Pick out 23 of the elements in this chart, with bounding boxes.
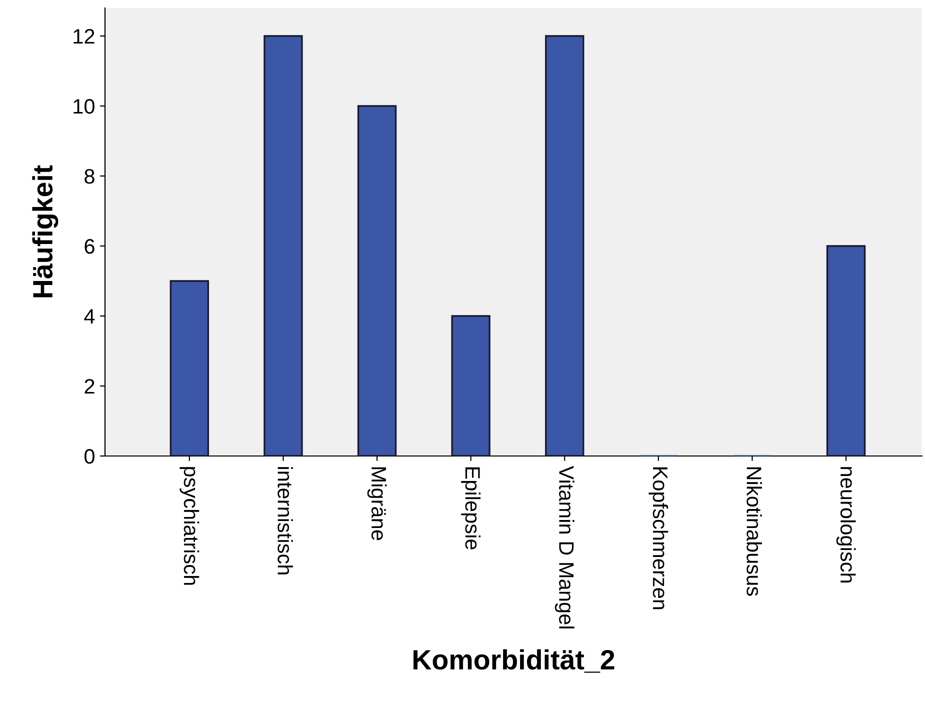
x-tick-label: neurologisch bbox=[836, 467, 856, 583]
x-tick-label: Migräne bbox=[367, 467, 387, 540]
y-tick-label: 8 bbox=[84, 169, 94, 184]
bar bbox=[264, 35, 303, 456]
bar bbox=[826, 245, 866, 456]
y-tick-label: 0 bbox=[84, 449, 94, 464]
bar bbox=[545, 35, 584, 456]
x-tick-label: Epilepsie bbox=[461, 467, 481, 550]
y-tick-label: 10 bbox=[74, 99, 94, 114]
y-axis-title: Häufigkeit bbox=[32, 165, 58, 298]
x-tick-label: Nikotinabusus bbox=[746, 467, 762, 596]
x-tick-label: internistisch bbox=[278, 467, 293, 574]
y-tick-label: 4 bbox=[84, 309, 95, 324]
y-tick-label: 2 bbox=[84, 379, 94, 394]
bar bbox=[357, 105, 397, 456]
y-tick-label: 12 bbox=[74, 29, 94, 44]
x-tick-label: psychiatrisch bbox=[180, 467, 200, 585]
x-axis-title: Komorbidität_2 bbox=[414, 649, 614, 673]
bar bbox=[170, 280, 210, 456]
bar bbox=[451, 315, 490, 456]
x-tick-label: Vitamin D Mangel bbox=[554, 466, 574, 628]
x-tick-label: Kopfschmerzen bbox=[648, 467, 668, 610]
y-tick-label: 6 bbox=[84, 239, 94, 254]
